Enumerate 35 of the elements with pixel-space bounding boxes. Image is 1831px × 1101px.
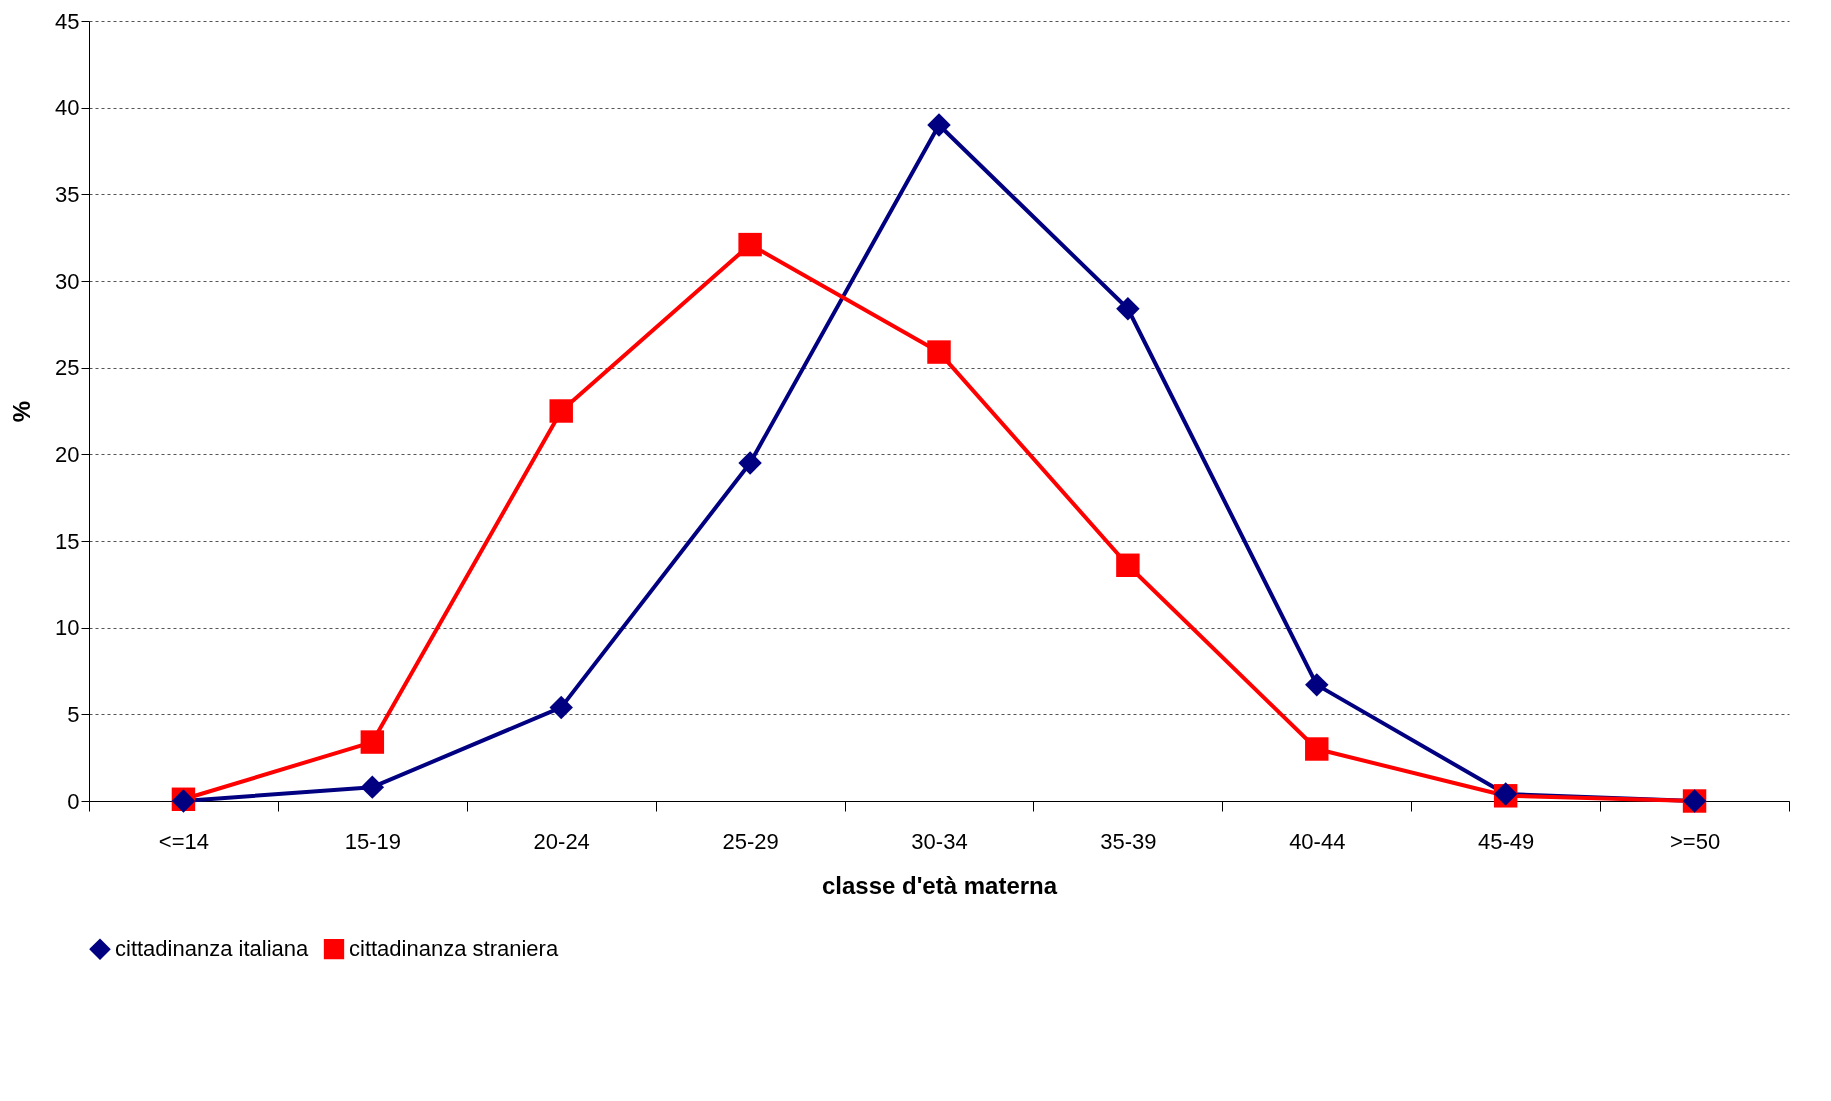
point: [1305, 673, 1329, 697]
y-tick-label: 15: [55, 528, 80, 554]
point: [1116, 553, 1140, 577]
x-tick-label: 45-49: [1478, 828, 1535, 854]
x-tick-label: <=14: [158, 828, 210, 854]
point: [738, 232, 762, 257]
point: [927, 113, 951, 137]
point: [549, 399, 573, 423]
y-tick-label: 30: [55, 268, 80, 294]
x-tick-label: 20-24: [533, 828, 590, 854]
x-tick-label: >=50: [1669, 828, 1721, 854]
x-tick-label: 35-39: [1100, 828, 1157, 854]
y-tick-label: 45: [55, 8, 80, 34]
point: [360, 775, 385, 799]
y-tick-label: 35: [55, 181, 80, 207]
x-axis-title: classe d'età materna: [821, 871, 1058, 899]
y-tick-label: 20: [55, 441, 80, 467]
point: [738, 451, 762, 475]
legend-label: cittadinanza straniera: [349, 936, 559, 962]
point: [927, 340, 951, 364]
point: [1116, 297, 1140, 321]
x-tick-label: 30-34: [911, 828, 968, 854]
y-tick-label: 5: [67, 701, 80, 727]
point: [360, 730, 385, 754]
x-tick-label: 40-44: [1289, 828, 1346, 854]
y-tick-label: 10: [55, 615, 80, 641]
point: [1305, 737, 1329, 761]
point: [549, 695, 573, 720]
legend-label: cittadinanza italiana: [115, 936, 310, 962]
x-tick-label: 25-29: [722, 828, 779, 854]
y-axis-title: %: [8, 400, 36, 423]
y-tick-label: 0: [67, 788, 80, 814]
y-tick-label: 40: [55, 95, 80, 121]
y-tick-label: 25: [55, 355, 80, 381]
x-tick-label: 15-19: [344, 828, 401, 854]
